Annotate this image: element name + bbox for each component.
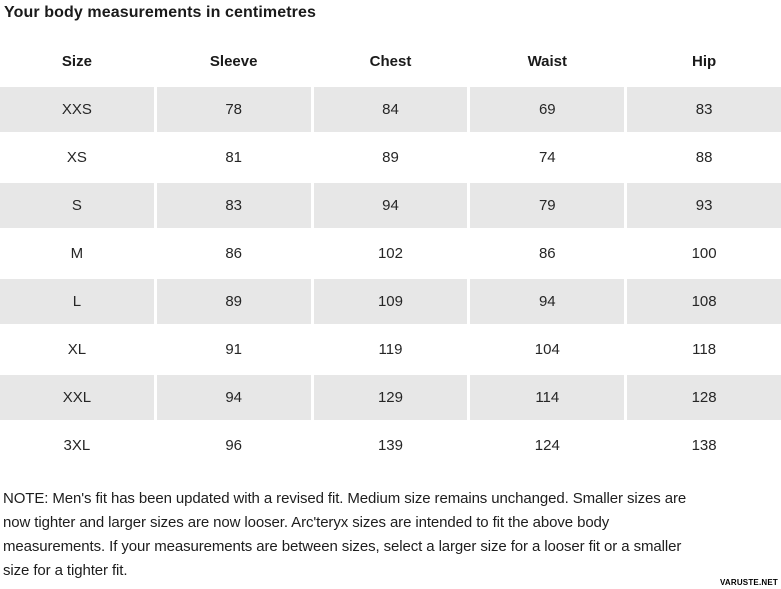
cell-chest: 109	[313, 279, 468, 324]
column-header-hip: Hip	[627, 39, 781, 84]
cell-waist: 74	[470, 135, 625, 180]
cell-hip: 118	[627, 327, 781, 372]
table-row-xs: XS 81 89 74 88	[0, 135, 781, 180]
column-header-waist: Waist	[470, 39, 625, 84]
fit-note: NOTE: Men's fit has been updated with a …	[3, 487, 777, 583]
column-header-size: Size	[0, 39, 154, 84]
cell-size: L	[0, 279, 154, 324]
fit-note-line: now tighter and larger sizes are now loo…	[3, 514, 610, 531]
table-row-xxs: XXS 78 84 69 83	[0, 87, 781, 132]
cell-waist: 124	[470, 423, 625, 468]
cell-size: XXS	[0, 87, 154, 132]
cell-hip: 128	[627, 375, 781, 420]
cell-hip: 83	[627, 87, 781, 132]
cell-size: XXL	[0, 375, 154, 420]
cell-waist: 114	[470, 375, 625, 420]
cell-chest: 139	[313, 423, 468, 468]
cell-size: S	[0, 183, 154, 228]
cell-chest: 129	[313, 375, 468, 420]
cell-hip: 138	[627, 423, 781, 468]
cell-hip: 100	[627, 231, 781, 276]
fit-note-line: measurements. If your measurements are b…	[3, 538, 682, 555]
cell-hip: 88	[627, 135, 781, 180]
table-row-s: S 83 94 79 93	[0, 183, 781, 228]
cell-sleeve: 78	[156, 87, 311, 132]
cell-waist: 86	[470, 231, 625, 276]
table-row-m: M 86 102 86 100	[0, 231, 781, 276]
cell-chest: 84	[313, 87, 468, 132]
cell-hip: 108	[627, 279, 781, 324]
cell-size: XS	[0, 135, 154, 180]
cell-sleeve: 91	[156, 327, 311, 372]
fit-note-line: NOTE: Men's fit has been updated with a …	[3, 490, 687, 507]
cell-sleeve: 96	[156, 423, 311, 468]
size-table: Size Sleeve Chest Waist Hip XXS 78 84 69…	[0, 39, 781, 468]
column-header-sleeve: Sleeve	[156, 39, 311, 84]
cell-sleeve: 86	[156, 231, 311, 276]
table-row-l: L 89 109 94 108	[0, 279, 781, 324]
cell-waist: 94	[470, 279, 625, 324]
cell-size: 3XL	[0, 423, 154, 468]
varuste-net-watermark: VARUSTE.NET	[719, 578, 778, 587]
table-header-row: Size Sleeve Chest Waist Hip	[0, 39, 781, 84]
page-title: Your body measurements in centimetres	[4, 4, 316, 21]
column-header-chest: Chest	[313, 39, 468, 84]
cell-sleeve: 81	[156, 135, 311, 180]
table-row-xl: XL 91 119 104 118	[0, 327, 781, 372]
cell-hip: 93	[627, 183, 781, 228]
cell-chest: 102	[313, 231, 468, 276]
cell-size: M	[0, 231, 154, 276]
fit-note-line: size for a tighter fit.	[3, 562, 128, 579]
table-row-3xl: 3XL 96 139 124 138	[0, 423, 781, 468]
cell-sleeve: 83	[156, 183, 311, 228]
cell-waist: 104	[470, 327, 625, 372]
cell-chest: 89	[313, 135, 468, 180]
cell-sleeve: 89	[156, 279, 311, 324]
cell-waist: 69	[470, 87, 625, 132]
cell-sleeve: 94	[156, 375, 311, 420]
cell-chest: 119	[313, 327, 468, 372]
table-row-xxl: XXL 94 129 114 128	[0, 375, 781, 420]
cell-waist: 79	[470, 183, 625, 228]
cell-size: XL	[0, 327, 154, 372]
cell-chest: 94	[313, 183, 468, 228]
